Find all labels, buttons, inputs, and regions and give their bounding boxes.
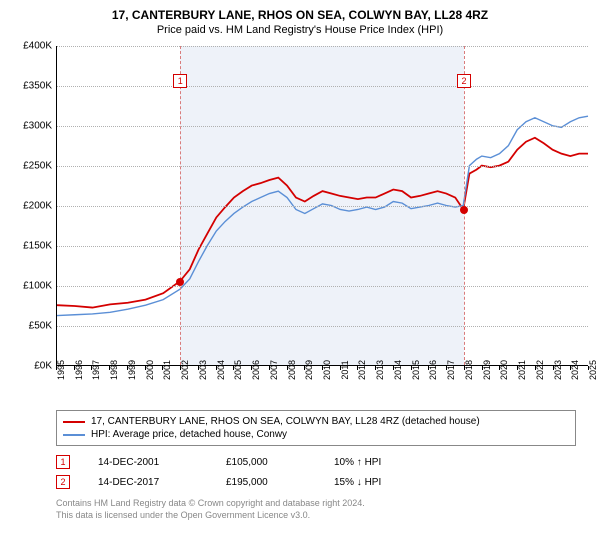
gridline	[57, 166, 588, 167]
y-axis-label: £150K	[12, 241, 52, 252]
x-axis-label: 2002	[180, 360, 190, 380]
x-axis-label: 2021	[517, 360, 527, 380]
y-axis-label: £200K	[12, 201, 52, 212]
chart-title: 17, CANTERBURY LANE, RHOS ON SEA, COLWYN…	[12, 8, 588, 22]
legend-swatch	[63, 434, 85, 436]
y-axis-label: £300K	[12, 121, 52, 132]
x-axis-label: 1995	[56, 360, 66, 380]
legend-item-hpi: HPI: Average price, detached house, Conw…	[63, 428, 569, 441]
y-axis-label: £350K	[12, 81, 52, 92]
x-axis-label: 2005	[233, 360, 243, 380]
gridline	[57, 246, 588, 247]
x-axis-label: 2013	[375, 360, 385, 380]
event-point-marker	[460, 206, 468, 214]
event-point-marker	[176, 278, 184, 286]
plot-region: 12	[56, 46, 588, 366]
legend-item-price-paid: 17, CANTERBURY LANE, RHOS ON SEA, COLWYN…	[63, 415, 569, 428]
x-axis-label: 2022	[535, 360, 545, 380]
gridline	[57, 206, 588, 207]
event-number-icon: 2	[457, 74, 471, 88]
x-axis-label: 2024	[570, 360, 580, 380]
legend: 17, CANTERBURY LANE, RHOS ON SEA, COLWYN…	[56, 410, 576, 446]
x-axis-label: 1999	[127, 360, 137, 380]
event-table: 1 14-DEC-2001 £105,000 10% ↑ HPI 2 14-DE…	[56, 452, 588, 492]
chart-area: 12 £0K£50K£100K£150K£200K£250K£300K£350K…	[12, 46, 588, 406]
x-axis-label: 2016	[428, 360, 438, 380]
x-axis-label: 2018	[464, 360, 474, 380]
x-axis-label: 2006	[251, 360, 261, 380]
footnote-line: This data is licensed under the Open Gov…	[56, 510, 588, 522]
gridline	[57, 126, 588, 127]
event-marker-icon: 2	[56, 475, 70, 489]
footnote: Contains HM Land Registry data © Crown c…	[56, 498, 588, 521]
y-axis-label: £250K	[12, 161, 52, 172]
event-delta: 15% ↓ HPI	[334, 477, 424, 488]
x-axis-label: 1998	[109, 360, 119, 380]
x-axis-label: 2012	[357, 360, 367, 380]
x-axis-label: 2000	[145, 360, 155, 380]
event-row: 1 14-DEC-2001 £105,000 10% ↑ HPI	[56, 452, 588, 472]
legend-label: HPI: Average price, detached house, Conw…	[91, 429, 287, 440]
y-axis-label: £0K	[12, 361, 52, 372]
x-axis-label: 2025	[588, 360, 598, 380]
event-date: 14-DEC-2001	[98, 457, 198, 468]
event-delta: 10% ↑ HPI	[334, 457, 424, 468]
x-axis-label: 2010	[322, 360, 332, 380]
x-axis-label: 2019	[482, 360, 492, 380]
gridline	[57, 86, 588, 87]
event-marker-icon: 1	[56, 455, 70, 469]
y-axis-label: £400K	[12, 41, 52, 52]
event-row: 2 14-DEC-2017 £195,000 15% ↓ HPI	[56, 472, 588, 492]
x-axis-label: 2017	[446, 360, 456, 380]
event-price: £105,000	[226, 457, 306, 468]
event-vline	[180, 46, 181, 365]
legend-swatch	[63, 421, 85, 423]
series-price_paid	[57, 138, 588, 308]
gridline	[57, 326, 588, 327]
x-axis-label: 2011	[340, 360, 350, 379]
y-axis-label: £50K	[12, 321, 52, 332]
event-number-icon: 1	[173, 74, 187, 88]
y-axis-label: £100K	[12, 281, 52, 292]
chart-container: 17, CANTERBURY LANE, RHOS ON SEA, COLWYN…	[0, 0, 600, 525]
x-axis-label: 2014	[393, 360, 403, 380]
x-axis-label: 2020	[499, 360, 509, 380]
x-axis-label: 2015	[411, 360, 421, 380]
x-axis-label: 2001	[162, 360, 172, 380]
chart-subtitle: Price paid vs. HM Land Registry's House …	[12, 24, 588, 36]
x-axis-label: 2003	[198, 360, 208, 380]
x-axis-label: 2004	[216, 360, 226, 380]
x-axis-label: 2009	[304, 360, 314, 380]
x-axis-label: 2008	[287, 360, 297, 380]
event-date: 14-DEC-2017	[98, 477, 198, 488]
gridline	[57, 46, 588, 47]
footnote-line: Contains HM Land Registry data © Crown c…	[56, 498, 588, 510]
x-axis-label: 1996	[74, 360, 84, 380]
legend-label: 17, CANTERBURY LANE, RHOS ON SEA, COLWYN…	[91, 416, 480, 427]
x-axis-label: 1997	[91, 360, 101, 380]
chart-title-block: 17, CANTERBURY LANE, RHOS ON SEA, COLWYN…	[12, 8, 588, 36]
x-axis-label: 2007	[269, 360, 279, 380]
event-price: £195,000	[226, 477, 306, 488]
gridline	[57, 286, 588, 287]
x-axis-label: 2023	[553, 360, 563, 380]
